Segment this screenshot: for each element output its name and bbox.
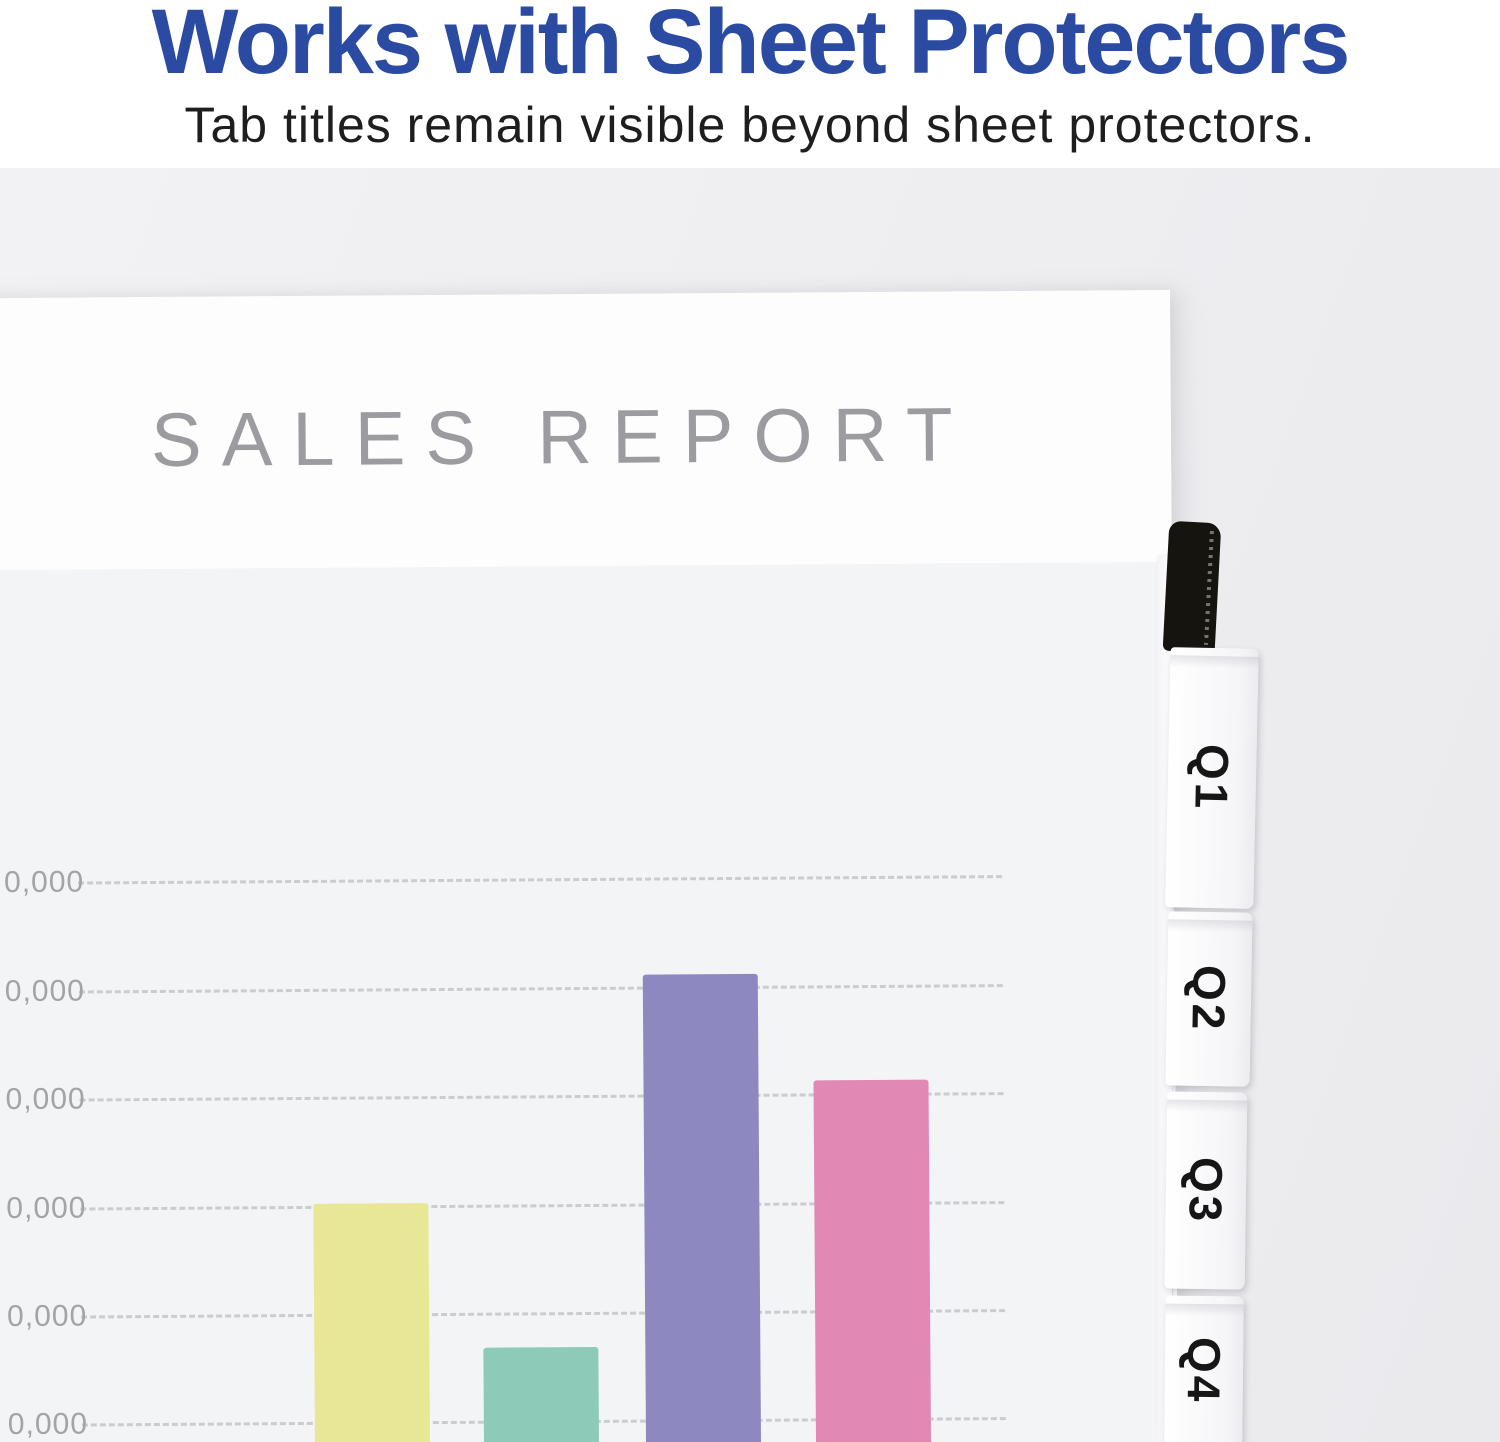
divider-tab-q4: Q4 — [1164, 1295, 1244, 1442]
tab-label-q2: Q2 — [1182, 964, 1236, 1034]
y-axis-tick-label: 0,000 — [7, 1407, 89, 1442]
gridline — [78, 984, 1003, 994]
tab-fold — [1165, 1303, 1244, 1317]
tab-label-q1: Q1 — [1185, 743, 1239, 813]
tab-label-q4: Q4 — [1177, 1337, 1231, 1405]
chart-bar-2 — [313, 1203, 431, 1442]
binder-spine-stitching — [1203, 530, 1214, 645]
y-axis-tick-label: 0,000 — [3, 865, 85, 900]
gridline — [78, 875, 1003, 885]
tab-label-q3: Q3 — [1179, 1156, 1233, 1225]
subtitle: Tab titles remain visible beyond sheet p… — [184, 97, 1316, 153]
divider-tab-q1: Q1 — [1165, 647, 1259, 909]
divider-tab-q3: Q3 — [1164, 1091, 1248, 1290]
sales-report-page: SALES REPORT 0,000 0,000 0,000 0,000 0,000 0,… — [0, 289, 1179, 1442]
y-axis-tick-label: 0,000 — [6, 1191, 87, 1226]
binder-spine — [1162, 520, 1222, 654]
chart-bar-3 — [483, 1346, 600, 1442]
headline: Works with Sheet Protectors — [151, 0, 1351, 93]
report-title: SALES REPORT — [150, 392, 973, 484]
chart-bar-4 — [642, 973, 762, 1442]
y-axis-tick-label: 0,000 — [4, 974, 86, 1009]
tab-fold — [1170, 655, 1259, 669]
chart-bar-5 — [813, 1079, 932, 1442]
y-axis-tick-label: 0,000 — [5, 1082, 86, 1117]
tab-fold — [1167, 1099, 1248, 1113]
divider-tab-q2: Q2 — [1165, 911, 1253, 1087]
tab-fold — [1168, 919, 1253, 933]
y-axis-tick-label: 0,000 — [6, 1299, 88, 1334]
